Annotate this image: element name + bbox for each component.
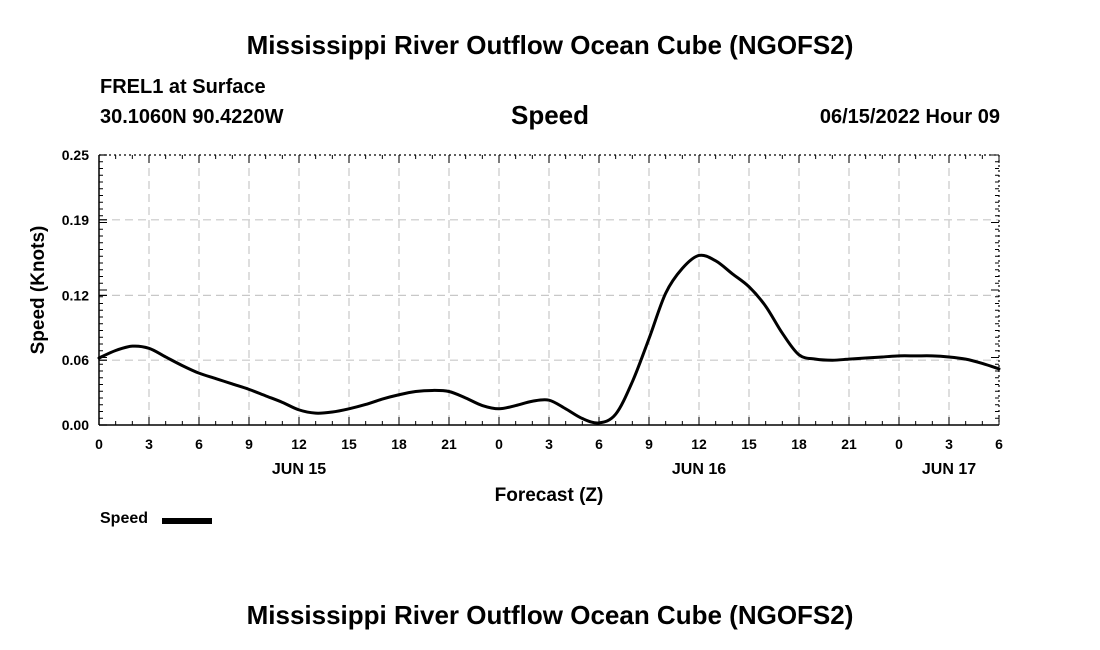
legend-swatch [162, 518, 212, 524]
x-tick-label: 6 [995, 436, 1003, 452]
y-tick-label: 0.25 [62, 147, 89, 163]
y-tick-label: 0.06 [62, 352, 89, 368]
x-tick-label: 3 [145, 436, 153, 452]
chart-title: Speed [510, 100, 590, 130]
x-tick-label: 3 [945, 436, 953, 452]
day-label: JUN 16 [672, 461, 726, 478]
station-coordinates: 30.1060N 90.4220W [100, 106, 284, 128]
x-tick-label: 12 [291, 436, 307, 452]
x-tick-label: 0 [495, 436, 503, 452]
main-title: Mississippi River Outflow Ocean Cube (NG… [246, 30, 854, 60]
x-tick-label: 21 [441, 436, 457, 452]
y-tick-label: 0.00 [62, 417, 89, 433]
x-axis-label: Forecast (Z) [495, 485, 604, 506]
x-tick-label: 21 [841, 436, 857, 452]
x-tick-label: 9 [645, 436, 653, 452]
x-tick-label: 15 [341, 436, 357, 452]
x-tick-label: 0 [95, 436, 103, 452]
legend-label: Speed [100, 510, 149, 527]
station-label: FREL1 at Surface [100, 76, 266, 98]
day-label: JUN 17 [922, 461, 976, 478]
x-tick-label: 3 [545, 436, 553, 452]
y-tick-label: 0.19 [62, 212, 89, 228]
x-tick-label: 6 [595, 436, 603, 452]
y-tick-label: 0.12 [62, 287, 89, 303]
x-tick-label: 15 [741, 436, 757, 452]
x-tick-label: 12 [691, 436, 707, 452]
series-line-speed [97, 253, 1001, 425]
x-tick-label: 18 [791, 436, 807, 452]
forecast-datetime: 06/15/2022 Hour 09 [819, 106, 1000, 128]
x-tick-label: 6 [195, 436, 203, 452]
y-axis-label: Speed (Knots) [28, 226, 49, 355]
x-tick-label: 18 [391, 436, 407, 452]
x-tick-label: 0 [895, 436, 903, 452]
footer-title: Mississippi River Outflow Ocean Cube (NG… [246, 600, 854, 630]
x-tick-label: 9 [245, 436, 253, 452]
day-label: JUN 15 [272, 461, 326, 478]
